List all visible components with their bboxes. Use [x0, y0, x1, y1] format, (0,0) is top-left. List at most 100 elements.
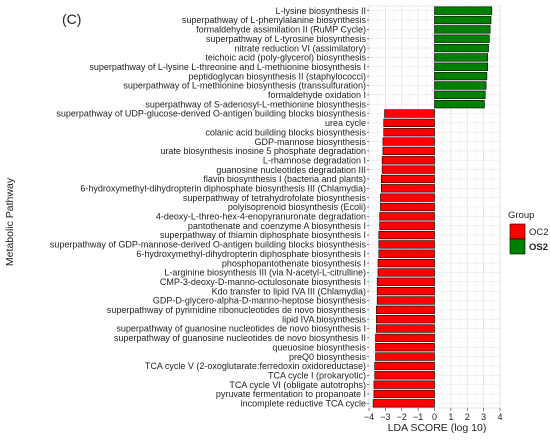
category-label: superpathway of UDP-glucose-derived O-an…: [56, 109, 366, 119]
x-tick-label: −2: [397, 412, 407, 422]
bar-oc2: [384, 109, 435, 118]
bar-oc2: [373, 389, 435, 399]
x-tick-label: 3: [481, 412, 486, 422]
bar-oc2: [376, 277, 435, 286]
bar-os2: [434, 71, 488, 81]
category-label: urate biosynthesis inosine 5 phosphate d…: [160, 146, 366, 156]
bar-oc2: [377, 268, 435, 277]
category-label: guanosine nucleotides degradation III: [216, 165, 366, 175]
bar-oc2: [380, 184, 435, 193]
x-tick-label: 2: [465, 412, 470, 422]
category-label: flavin biosynthesis I (bacteria and plan…: [203, 174, 366, 184]
category-label: superpathway of GDP-mannose-derived O-an…: [50, 240, 367, 250]
bar-layer: [372, 6, 493, 408]
category-label: L-rhamnose degradation I: [263, 155, 366, 165]
category-label: pantothenate and coenzyme A biosynthesis…: [188, 221, 366, 231]
legend-title: Group: [508, 210, 534, 221]
y-axis-title: Metabolic Pathway: [4, 177, 16, 266]
category-label: superpathway of L-lysine L-threonine and…: [89, 62, 366, 72]
category-label: superpathway of L-tyrosine biosynthesis: [206, 34, 367, 44]
category-label: teichoic acid (poly-glycerol) biosynthes…: [205, 53, 366, 63]
category-label: Kdo transfer to lipid IVA III (Chlamydia…: [212, 286, 366, 296]
category-label: superpathway of L-methionine biosynthesi…: [123, 81, 366, 91]
x-tick-label: −3: [380, 412, 390, 422]
category-label: lipid IVA biosynthesis: [282, 314, 366, 324]
category-label: formaldehyde oxidation I: [268, 90, 366, 100]
bar-oc2: [376, 315, 435, 324]
category-label: superpathway of guanosine nucleotides de…: [114, 333, 366, 343]
bar-oc2: [373, 380, 435, 389]
bar-oc2: [376, 305, 435, 314]
category-label: 6-hydroxymethyl-dihydropterin diphosphat…: [136, 249, 366, 259]
legend-swatch-os2: [509, 238, 526, 255]
x-tick-label: 1: [448, 412, 453, 422]
x-tick-label: 4: [497, 412, 502, 422]
bar-oc2: [378, 240, 435, 249]
x-tick-label: −4: [364, 412, 374, 422]
bar-os2: [434, 43, 489, 53]
x-axis: −4 −3 −2 −1 0 1 2 3 4: [364, 408, 503, 422]
category-label: GDP-D-glycero-alpha-D-manno-heptose bios…: [153, 296, 367, 306]
bar-oc2: [380, 174, 435, 184]
category-label: superpathway of L-phenylalanine biosynth…: [182, 15, 367, 25]
bar-oc2: [375, 333, 435, 343]
category-label: nitrate reduction VI (assimilatory): [234, 43, 366, 53]
legend: Group OC2 OS2: [508, 210, 549, 255]
category-label: queuosine biosynthesis: [272, 342, 366, 352]
x-axis-title: LDA SCORE (log 10): [388, 422, 487, 434]
category-label: TCA cycle I (prokaryotic): [268, 370, 366, 380]
panel-label: (C): [62, 11, 81, 27]
category-label: preQ0 biosynthesis: [289, 352, 367, 362]
category-label: formaldehyde assimilation II (RuMP Cycle…: [196, 25, 366, 35]
bar-oc2: [377, 258, 435, 268]
category-label: superpathway of guanosine nucleotides de…: [116, 324, 366, 334]
category-label: superpathway of pyrimidine ribonucleotid…: [107, 305, 367, 315]
bar-oc2: [376, 324, 435, 333]
category-label: 4-deoxy-L-threo-hex-4-enopyranuronate de…: [156, 212, 366, 222]
bar-oc2: [375, 352, 435, 361]
bar-oc2: [379, 221, 435, 230]
bar-os2: [434, 90, 486, 99]
bar-oc2: [374, 361, 435, 371]
bar-oc2: [374, 371, 435, 380]
bar-oc2: [376, 296, 435, 305]
category-label: 6-hydroxymethyl-dihydropterin diphosphat…: [80, 184, 366, 194]
bar-oc2: [376, 287, 435, 296]
legend-label-os2: OS2: [529, 242, 548, 253]
bar-oc2: [381, 156, 435, 165]
category-label: urea cycle: [325, 118, 366, 128]
category-label: superpathway of tetrahydrofolate biosynt…: [183, 193, 367, 203]
bar-oc2: [378, 230, 435, 240]
bar-os2: [434, 25, 491, 34]
legend-label-oc2: OC2: [529, 227, 549, 238]
category-label: incomplete reductive TCA cycle: [241, 399, 366, 409]
x-tick-label: 0: [432, 412, 437, 422]
bar-oc2: [380, 193, 435, 202]
bar-os2: [434, 53, 489, 62]
bar-os2: [434, 100, 485, 109]
category-label: L-arginine biosynthesis III (via N-acety…: [164, 268, 366, 278]
bar-oc2: [378, 249, 435, 258]
bar-oc2: [381, 165, 435, 174]
bar-oc2: [383, 128, 435, 137]
category-label: colanic acid building blocks biosynthesi…: [205, 127, 366, 137]
category-label: superpathway of S-adenosyl-L-methionine …: [145, 99, 366, 109]
bar-oc2: [372, 399, 435, 408]
category-label: pyruvate fermentation to propanoate I: [216, 389, 366, 399]
bar-os2: [434, 6, 493, 15]
category-label: superpathway of thiamin diphosphate bios…: [160, 230, 366, 240]
category-label: L-lysine biosynthesis II: [275, 6, 366, 16]
bar-os2: [434, 62, 489, 71]
bar-oc2: [379, 212, 435, 221]
category-label: peptidoglycan biosynthesis II (staphyloc…: [188, 71, 366, 81]
category-label: polyisoprenoid biosynthesis (Ecoli): [228, 202, 366, 212]
category-label: CMP-3-deoxy-D-manno-octulosonate biosynt…: [160, 277, 366, 287]
bar-oc2: [375, 343, 435, 352]
bar-os2: [434, 34, 490, 43]
category-label: phosphopantothenate biosynthesis I: [222, 258, 366, 268]
x-tick-label: −1: [413, 412, 423, 422]
bar-os2: [434, 15, 492, 25]
